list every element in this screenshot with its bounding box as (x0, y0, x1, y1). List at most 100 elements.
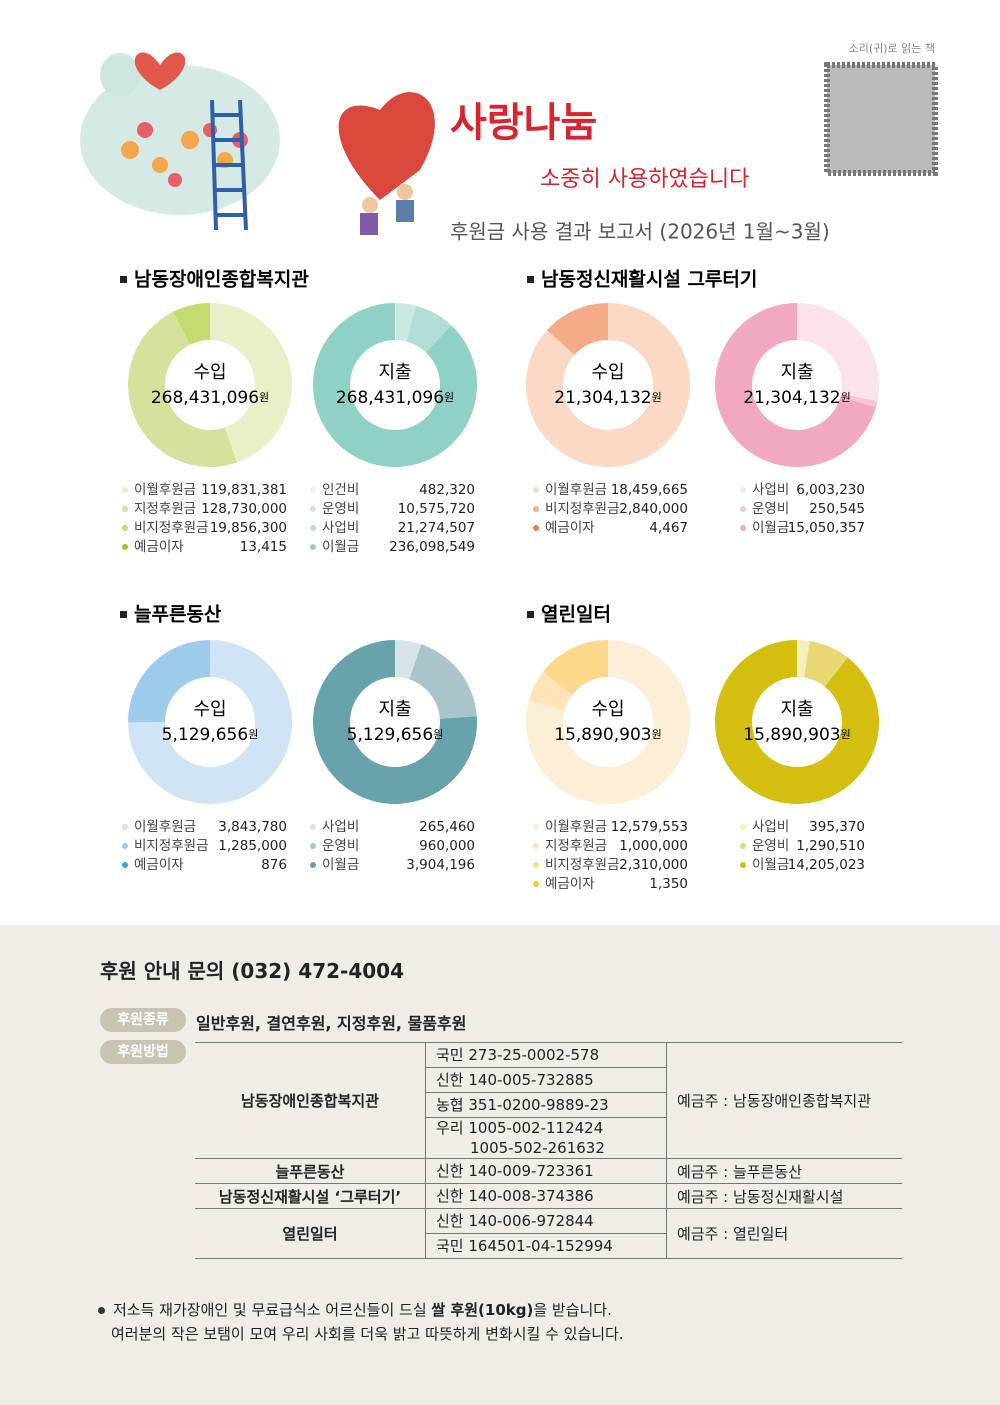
donut-segment (395, 640, 422, 680)
subtitle: 소중히 사용하였습니다 (540, 167, 749, 192)
section-title: 남동정신재활시설 그루터기 (541, 269, 757, 291)
legend-dot (122, 824, 128, 830)
center-title: 지출 (780, 699, 813, 720)
holder: 예금주 : 늘푸른동산 (666, 1158, 902, 1184)
legend-name: 예금이자 (134, 539, 184, 555)
legend-value: 960,000 (419, 838, 475, 854)
account-line: 신한 140-006-972844 (436, 1212, 594, 1230)
legend-name: 사업비 (322, 520, 359, 536)
legend-value: 250,545 (809, 501, 865, 517)
contact-title: 후원 안내 문의 (032) 472-4004 (100, 959, 404, 983)
account: 우리 1005-002-112424 1005-502-261632 (425, 1117, 667, 1159)
legend-dot (533, 881, 539, 887)
total-unit: 원 (841, 391, 851, 404)
legend-value: 395,370 (809, 819, 865, 835)
donut-segment (525, 303, 690, 467)
legend-value: 15,050,357 (788, 520, 865, 536)
legend-value: 119,831,381 (201, 482, 287, 498)
account-table: 남동장애인종합복지관 국민 273-25-0002-578 예금주 : 남동장애인종… (195, 1042, 902, 1259)
legend-value: 12,579,553 (611, 819, 688, 835)
total-unit: 원 (652, 391, 662, 404)
report-graphics: 사랑나눔 소중히 사용하였습니다 후원금 사용 결과 보고서 (2026년 1월… (80, 42, 938, 892)
center-title: 지출 (378, 362, 411, 383)
title: 사랑나눔 (450, 100, 597, 146)
legend-value: 128,730,000 (201, 501, 287, 517)
donut-segment (210, 303, 292, 463)
bullet-dot (98, 1307, 105, 1314)
total-amount: 268,431,096 (336, 388, 444, 408)
legend-value: 1,000,000 (619, 838, 688, 854)
account: 신한 140-008-374386 (425, 1183, 667, 1209)
legend-name: 사업비 (752, 482, 789, 498)
table-row: 우리 1005-002-112424 1005-502-261632 (195, 1117, 902, 1159)
total-amount: 21,304,132 (743, 388, 840, 408)
legend-name: 예금이자 (545, 876, 595, 892)
org: 열린일터 (195, 1208, 426, 1259)
legend-dot (740, 487, 746, 493)
legend-dot (740, 506, 746, 512)
note-text: 여러분의 작은 보탬이 모여 우리 사회를 더욱 밝고 따뜻하게 변화시킬 수 … (111, 1325, 624, 1343)
section-title: 열린일터 (541, 604, 611, 626)
legend-name: 사업비 (322, 819, 359, 835)
account-line: 농협 351-0200-9889-23 (436, 1096, 609, 1114)
legend-dot (122, 487, 128, 493)
total-unit: 원 (652, 728, 662, 741)
legend-dot (122, 862, 128, 868)
legend-dot (122, 544, 128, 550)
section-title: 남동장애인종합복지관 (134, 269, 309, 291)
legend-value: 876 (261, 857, 287, 873)
center-total: 21,304,132원 (554, 388, 661, 408)
account-line: 신한 140-008-374386 (436, 1187, 594, 1205)
legend-name: 이월후원금 (134, 482, 196, 498)
total-amount: 15,890,903 (743, 725, 840, 745)
donut-segment (543, 640, 608, 695)
legend-value: 2,840,000 (619, 501, 688, 517)
total-unit: 원 (248, 728, 258, 741)
account-line: 신한 140-005-732885 (436, 1071, 594, 1089)
legend-dot (533, 525, 539, 531)
legend-value: 482,320 (419, 482, 475, 498)
legend-name: 비지정후원금 (134, 520, 209, 536)
legend-name: 예금이자 (545, 520, 595, 536)
legend-dot (310, 843, 316, 849)
holder: 예금주 : 남동장애인종합복지관 (666, 1042, 902, 1159)
legend-name: 운영비 (752, 838, 789, 854)
donut-segment (406, 305, 452, 353)
legend-dot (310, 862, 316, 868)
types: 일반후원, 결연후원, 지정후원, 물품후원 (196, 1014, 467, 1033)
total-amount: 5,129,656 (162, 725, 249, 745)
legend-value: 4,467 (649, 520, 688, 536)
legend-dot (310, 487, 316, 493)
org: 늘푸른동산 (195, 1158, 426, 1184)
legend-dot (122, 506, 128, 512)
legend-value: 14,205,023 (788, 857, 865, 873)
note-text: 저소득 재가장애인 및 무료급식소 어르신들이 드실 (113, 1301, 432, 1319)
donut-segment (797, 303, 880, 402)
legend-name: 인건비 (322, 482, 359, 498)
legend-name: 이월후원금 (545, 819, 607, 835)
legend-name: 이월금 (752, 520, 789, 536)
legend-name: 이월금 (752, 857, 789, 873)
total-amount: 21,304,132 (554, 388, 651, 408)
legend-dot (533, 862, 539, 868)
center-total: 21,304,132원 (743, 388, 850, 408)
legend-name: 비지정후원금 (545, 857, 620, 873)
note-line: 저소득 재가장애인 및 무료급식소 어르신들이 드실 쌀 후원(10kg)을 받… (98, 1298, 624, 1322)
legend-value: 18,459,665 (611, 482, 688, 498)
account: 국민 273-25-0002-578 (425, 1042, 667, 1068)
donut-segment (173, 303, 210, 345)
account: 신한 140-005-732885 (425, 1067, 667, 1093)
section-title: 늘푸른동산 (134, 604, 222, 626)
donut-segment (525, 640, 690, 804)
donut-segment (528, 671, 573, 711)
table-row: 늘푸른동산 신한 140-009-723361 예금주 : 늘푸른동산 (195, 1158, 902, 1184)
legend-dot (740, 525, 746, 531)
total-unit: 원 (841, 728, 851, 741)
center-total: 5,129,656원 (347, 725, 444, 745)
legend-dot (533, 843, 539, 849)
account-line: 국민 273-25-0002-578 (436, 1046, 600, 1064)
method-label: 후원방법 (100, 1040, 186, 1064)
account-line: 국민 164501-04-152994 (436, 1237, 613, 1255)
heading-bullet (527, 276, 534, 283)
legend-dot (310, 525, 316, 531)
